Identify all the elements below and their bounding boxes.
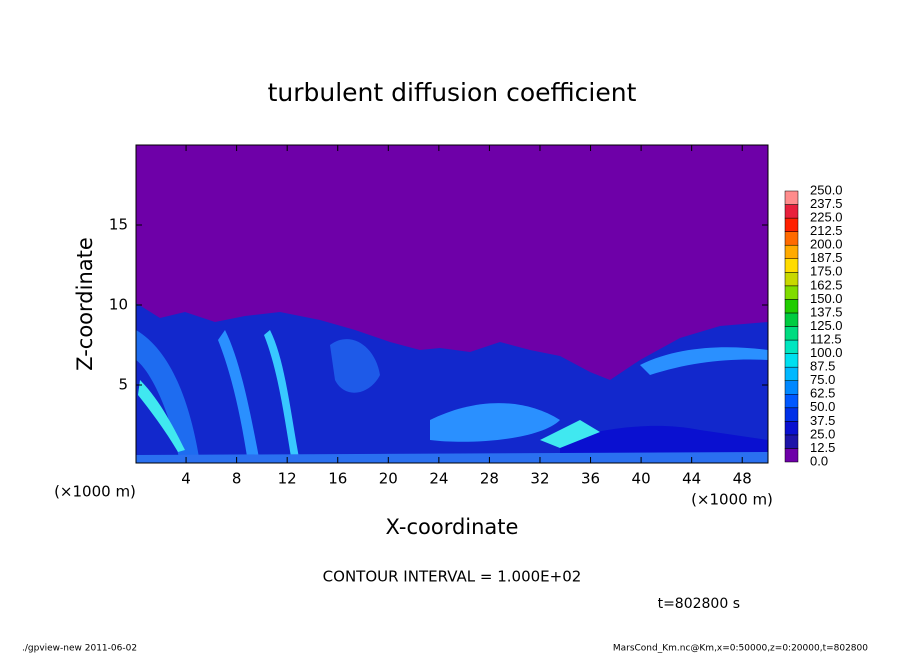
- colorbar-label: 12.5: [810, 440, 835, 455]
- colorbar-label: 25.0: [810, 426, 835, 441]
- colorbar-label: 125.0: [810, 318, 843, 333]
- colorbar-label: 0.0: [810, 453, 828, 468]
- field-streak: [540, 420, 600, 448]
- x-tick-label: 20: [379, 470, 398, 488]
- contour-field: [136, 145, 768, 463]
- colorbar-label: 137.5: [810, 304, 843, 319]
- colorbar-box: [784, 231, 799, 246]
- chart-title: turbulent diffusion coefficient: [268, 78, 637, 107]
- field-region: [136, 303, 768, 463]
- field-streak: [136, 452, 768, 463]
- field-streak: [330, 339, 380, 393]
- x-tick-label: 48: [733, 470, 752, 488]
- field-streak: [430, 403, 560, 442]
- colorbar-box: [784, 204, 799, 219]
- colorbar-label: 162.5: [810, 277, 843, 292]
- colorbar-label: 175.0: [810, 264, 843, 279]
- field-streak: [218, 330, 260, 463]
- x-axis-label: X-coordinate: [386, 515, 519, 539]
- x-tick-label: 16: [328, 470, 347, 488]
- y-unit-label: (×1000 m): [54, 483, 136, 501]
- colorbar-box: [784, 434, 799, 449]
- x-tick-label: 40: [632, 470, 651, 488]
- colorbar-box: [784, 258, 799, 273]
- colorbar-box: [784, 407, 799, 422]
- y-tick-label: 10: [109, 296, 128, 314]
- colorbar-box: [784, 285, 799, 300]
- x-tick-label: 12: [278, 470, 297, 488]
- colorbar-label: 87.5: [810, 359, 835, 374]
- colorbar-label: 37.5: [810, 413, 835, 428]
- colorbar-box: [784, 312, 799, 327]
- colorbar-box: [784, 394, 799, 409]
- colorbar-label: 112.5: [810, 331, 842, 346]
- colorbar-box: [784, 380, 799, 395]
- y-axis-label: Z-coordinate: [73, 237, 97, 371]
- plot-frame: [135, 144, 769, 464]
- field-streak: [138, 380, 185, 452]
- colorbar-box: [784, 339, 799, 354]
- x-tick-label: 24: [429, 470, 448, 488]
- field-streak: [136, 330, 200, 463]
- x-tick-label: 8: [232, 470, 242, 488]
- field-streak: [640, 347, 768, 375]
- colorbar-label: 212.5: [810, 223, 843, 238]
- colorbar-label: 150.0: [810, 291, 843, 306]
- y-tick-label: 15: [109, 216, 128, 234]
- colorbar-box: [784, 244, 799, 259]
- colorbar-box: [784, 448, 799, 463]
- footer-right: MarsCond_Km.nc@Km,x=0:50000,z=0:20000,t=…: [613, 644, 868, 654]
- colorbar-label: 75.0: [810, 372, 835, 387]
- contour-interval: CONTOUR INTERVAL = 1.000E+02: [323, 568, 582, 586]
- colorbar-label: 187.5: [810, 250, 843, 265]
- x-tick-label: 4: [181, 470, 191, 488]
- field-streak: [264, 330, 300, 463]
- colorbar-label: 225.0: [810, 210, 843, 225]
- x-tick-label: 28: [480, 470, 499, 488]
- colorbar-label: 200.0: [810, 237, 843, 252]
- y-tick-label: 5: [118, 376, 128, 394]
- colorbar-box: [784, 190, 799, 205]
- x-unit-label: (×1000 m): [691, 491, 773, 509]
- colorbar-box: [784, 421, 799, 436]
- colorbar-box: [784, 353, 799, 368]
- x-tick-label: 32: [530, 470, 549, 488]
- colorbar-box: [784, 366, 799, 381]
- time-label: t=802800 s: [658, 596, 740, 612]
- colorbar-label: 50.0: [810, 399, 835, 414]
- colorbar-label: 62.5: [810, 386, 835, 401]
- colorbar-box: [784, 217, 799, 232]
- footer-left: ./gpview-new 2011-06-02: [22, 644, 137, 654]
- colorbar-label: 237.5: [810, 196, 843, 211]
- colorbar-label: 100.0: [810, 345, 843, 360]
- x-tick-label: 36: [581, 470, 600, 488]
- colorbar-label: 250.0: [810, 182, 843, 197]
- colorbar-box: [784, 299, 799, 314]
- colorbar-box: [784, 326, 799, 341]
- colorbar-box: [784, 272, 799, 287]
- x-tick-label: 44: [682, 470, 701, 488]
